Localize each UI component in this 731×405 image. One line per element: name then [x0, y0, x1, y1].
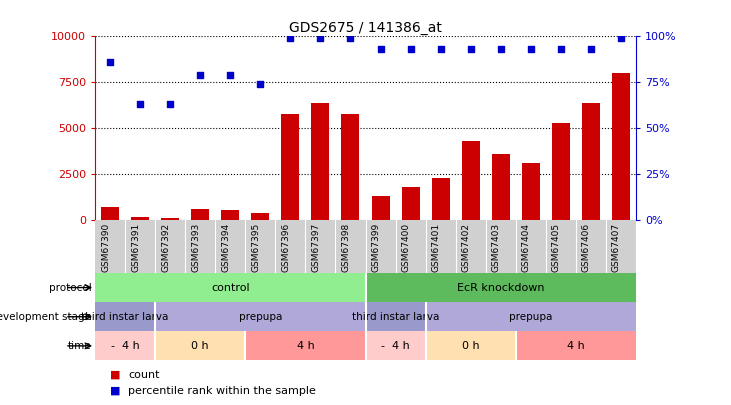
Bar [281, 114, 300, 220]
Bar [341, 114, 360, 220]
Text: GSM67398: GSM67398 [341, 223, 350, 272]
Bar [425, 331, 516, 360]
Point [344, 35, 356, 42]
Text: 0 h: 0 h [192, 341, 209, 351]
Text: GSM67393: GSM67393 [192, 223, 200, 272]
Point [284, 35, 296, 42]
Bar [251, 213, 269, 220]
Point [135, 101, 146, 108]
Text: GSM67401: GSM67401 [431, 223, 441, 272]
Text: GSM67390: GSM67390 [101, 223, 110, 272]
Bar [425, 302, 636, 331]
Point [164, 101, 176, 108]
Bar [311, 102, 330, 220]
Text: 4 h: 4 h [297, 341, 314, 351]
Bar [492, 154, 510, 220]
Bar [131, 217, 149, 220]
Point [495, 46, 507, 53]
Bar [155, 331, 246, 360]
Text: third instar larva: third instar larva [81, 312, 169, 322]
Text: protocol: protocol [49, 283, 91, 292]
Text: GSM67406: GSM67406 [582, 223, 591, 272]
Point [555, 46, 567, 53]
Text: ■: ■ [110, 370, 120, 379]
Bar [552, 123, 570, 220]
Bar [192, 209, 209, 220]
Point [435, 46, 447, 53]
Bar [101, 207, 119, 220]
Text: GSM67394: GSM67394 [221, 223, 230, 272]
Bar [366, 331, 425, 360]
Text: GSM67402: GSM67402 [462, 223, 471, 272]
Text: GSM67405: GSM67405 [552, 223, 561, 272]
Bar [522, 163, 539, 220]
Text: GSM67396: GSM67396 [281, 223, 290, 272]
Point [465, 46, 477, 53]
Text: GSM67392: GSM67392 [161, 223, 170, 272]
Text: GSM67397: GSM67397 [311, 223, 320, 272]
Text: GSM67407: GSM67407 [612, 223, 621, 272]
Bar [431, 178, 450, 220]
Text: -  4 h: - 4 h [381, 341, 410, 351]
Bar [246, 331, 366, 360]
Point [405, 46, 417, 53]
Point [254, 81, 266, 87]
Point [375, 46, 387, 53]
Text: GSM67403: GSM67403 [492, 223, 501, 272]
Bar [401, 187, 420, 220]
Bar [95, 331, 155, 360]
Text: GSM67395: GSM67395 [251, 223, 260, 272]
Bar [462, 141, 480, 220]
Bar [366, 273, 636, 302]
Text: GSM67404: GSM67404 [522, 223, 531, 272]
Text: -  4 h: - 4 h [110, 341, 140, 351]
Text: 0 h: 0 h [462, 341, 480, 351]
Text: development stage: development stage [0, 312, 91, 322]
Bar [366, 302, 425, 331]
Title: GDS2675 / 141386_at: GDS2675 / 141386_at [289, 21, 442, 35]
Text: prepupa: prepupa [509, 312, 553, 322]
Text: ■: ■ [110, 386, 120, 396]
Text: count: count [128, 370, 159, 379]
Bar [95, 302, 155, 331]
Point [224, 72, 236, 78]
Point [194, 72, 206, 78]
Text: EcR knockdown: EcR knockdown [457, 283, 545, 292]
Point [615, 35, 626, 42]
Bar [161, 217, 179, 220]
Text: control: control [211, 283, 249, 292]
Bar [582, 102, 600, 220]
Text: prepupa: prepupa [238, 312, 282, 322]
Point [585, 46, 596, 53]
Point [314, 35, 326, 42]
Text: third instar larva: third instar larva [352, 312, 439, 322]
Text: time: time [68, 341, 91, 351]
Text: 4 h: 4 h [567, 341, 585, 351]
Text: GSM67400: GSM67400 [401, 223, 411, 272]
Bar [516, 331, 636, 360]
Point [105, 59, 116, 66]
Text: GSM67391: GSM67391 [131, 223, 140, 272]
Bar [221, 210, 239, 220]
Bar [612, 73, 630, 220]
Bar [155, 302, 366, 331]
Text: GSM67399: GSM67399 [371, 223, 381, 272]
Bar [371, 196, 390, 220]
Text: percentile rank within the sample: percentile rank within the sample [128, 386, 316, 396]
Bar [95, 273, 366, 302]
Point [525, 46, 537, 53]
